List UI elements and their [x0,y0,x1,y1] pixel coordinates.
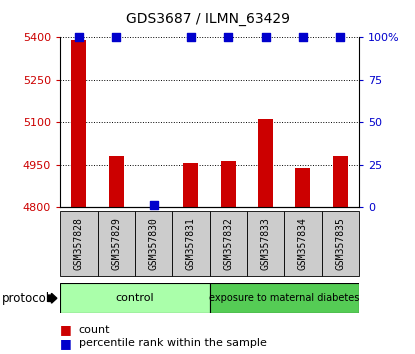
Bar [284,211,322,276]
Text: GSM357832: GSM357832 [223,217,233,270]
Text: GSM357829: GSM357829 [111,217,121,270]
Bar [247,211,284,276]
Text: ■: ■ [60,324,72,336]
Bar [60,283,210,313]
Point [337,34,344,40]
Bar [210,283,359,313]
Bar [183,162,198,207]
Point [300,34,306,40]
Text: GDS3687 / ILMN_63429: GDS3687 / ILMN_63429 [125,12,290,27]
Text: percentile rank within the sample: percentile rank within the sample [79,338,267,348]
Point [225,34,232,40]
Text: GSM357834: GSM357834 [298,217,308,270]
Text: GSM357831: GSM357831 [186,217,196,270]
Bar [146,206,161,207]
Bar [71,40,86,207]
Bar [221,161,236,207]
Bar [295,168,310,207]
Point [188,34,194,40]
Text: GSM357828: GSM357828 [74,217,84,270]
Text: GSM357833: GSM357833 [261,217,271,270]
Point [76,34,82,40]
Text: GSM357835: GSM357835 [335,217,345,270]
Text: exposure to maternal diabetes: exposure to maternal diabetes [209,293,359,303]
Text: protocol: protocol [2,292,50,305]
Bar [210,211,247,276]
Bar [172,211,210,276]
Bar [258,119,273,207]
Point [262,34,269,40]
Point [113,34,120,40]
Text: GSM357830: GSM357830 [149,217,159,270]
Point [150,202,157,208]
Bar [333,155,348,207]
Text: count: count [79,325,110,335]
Bar [60,211,98,276]
Bar [135,211,172,276]
Text: ■: ■ [60,337,72,350]
Bar [109,155,124,207]
Bar [322,211,359,276]
Bar [98,211,135,276]
Text: control: control [115,293,154,303]
